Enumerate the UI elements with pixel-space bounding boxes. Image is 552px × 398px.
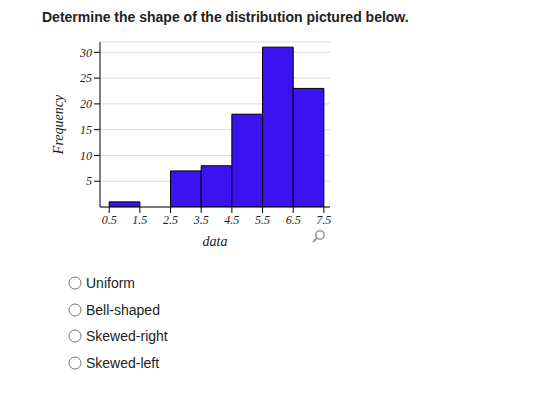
- svg-text:4.5: 4.5: [224, 213, 239, 227]
- svg-text:10: 10: [80, 149, 92, 163]
- svg-text:7.5: 7.5: [316, 213, 331, 227]
- html-text:Skewed-right: Skewed-right: [86, 328, 168, 345]
- html-text:Bell-shaped: Bell-shaped: [86, 301, 160, 318]
- svg-text:20: 20: [80, 97, 92, 111]
- svg-text:1.5: 1.5: [132, 213, 147, 227]
- html-text:Skewed-left: Skewed-left: [86, 355, 160, 372]
- svg-text:30: 30: [79, 46, 92, 60]
- svg-text:5.5: 5.5: [255, 213, 270, 227]
- svg-text:6.5: 6.5: [286, 213, 301, 227]
- svg-text:5: 5: [86, 174, 92, 188]
- html-text:Uniform: Uniform: [86, 275, 135, 291]
- svg-text:data: data: [203, 234, 228, 249]
- svg-text:15: 15: [80, 123, 92, 137]
- svg-text:3.5: 3.5: [193, 213, 209, 227]
- svg-text:25: 25: [80, 71, 92, 85]
- svg-text:0.5: 0.5: [102, 213, 117, 227]
- html-text:Determine the shape of the dis: Determine the shape of the distribution …: [42, 9, 409, 25]
- svg-text:2.5: 2.5: [163, 213, 178, 227]
- svg-text:Frequency: Frequency: [51, 94, 66, 155]
